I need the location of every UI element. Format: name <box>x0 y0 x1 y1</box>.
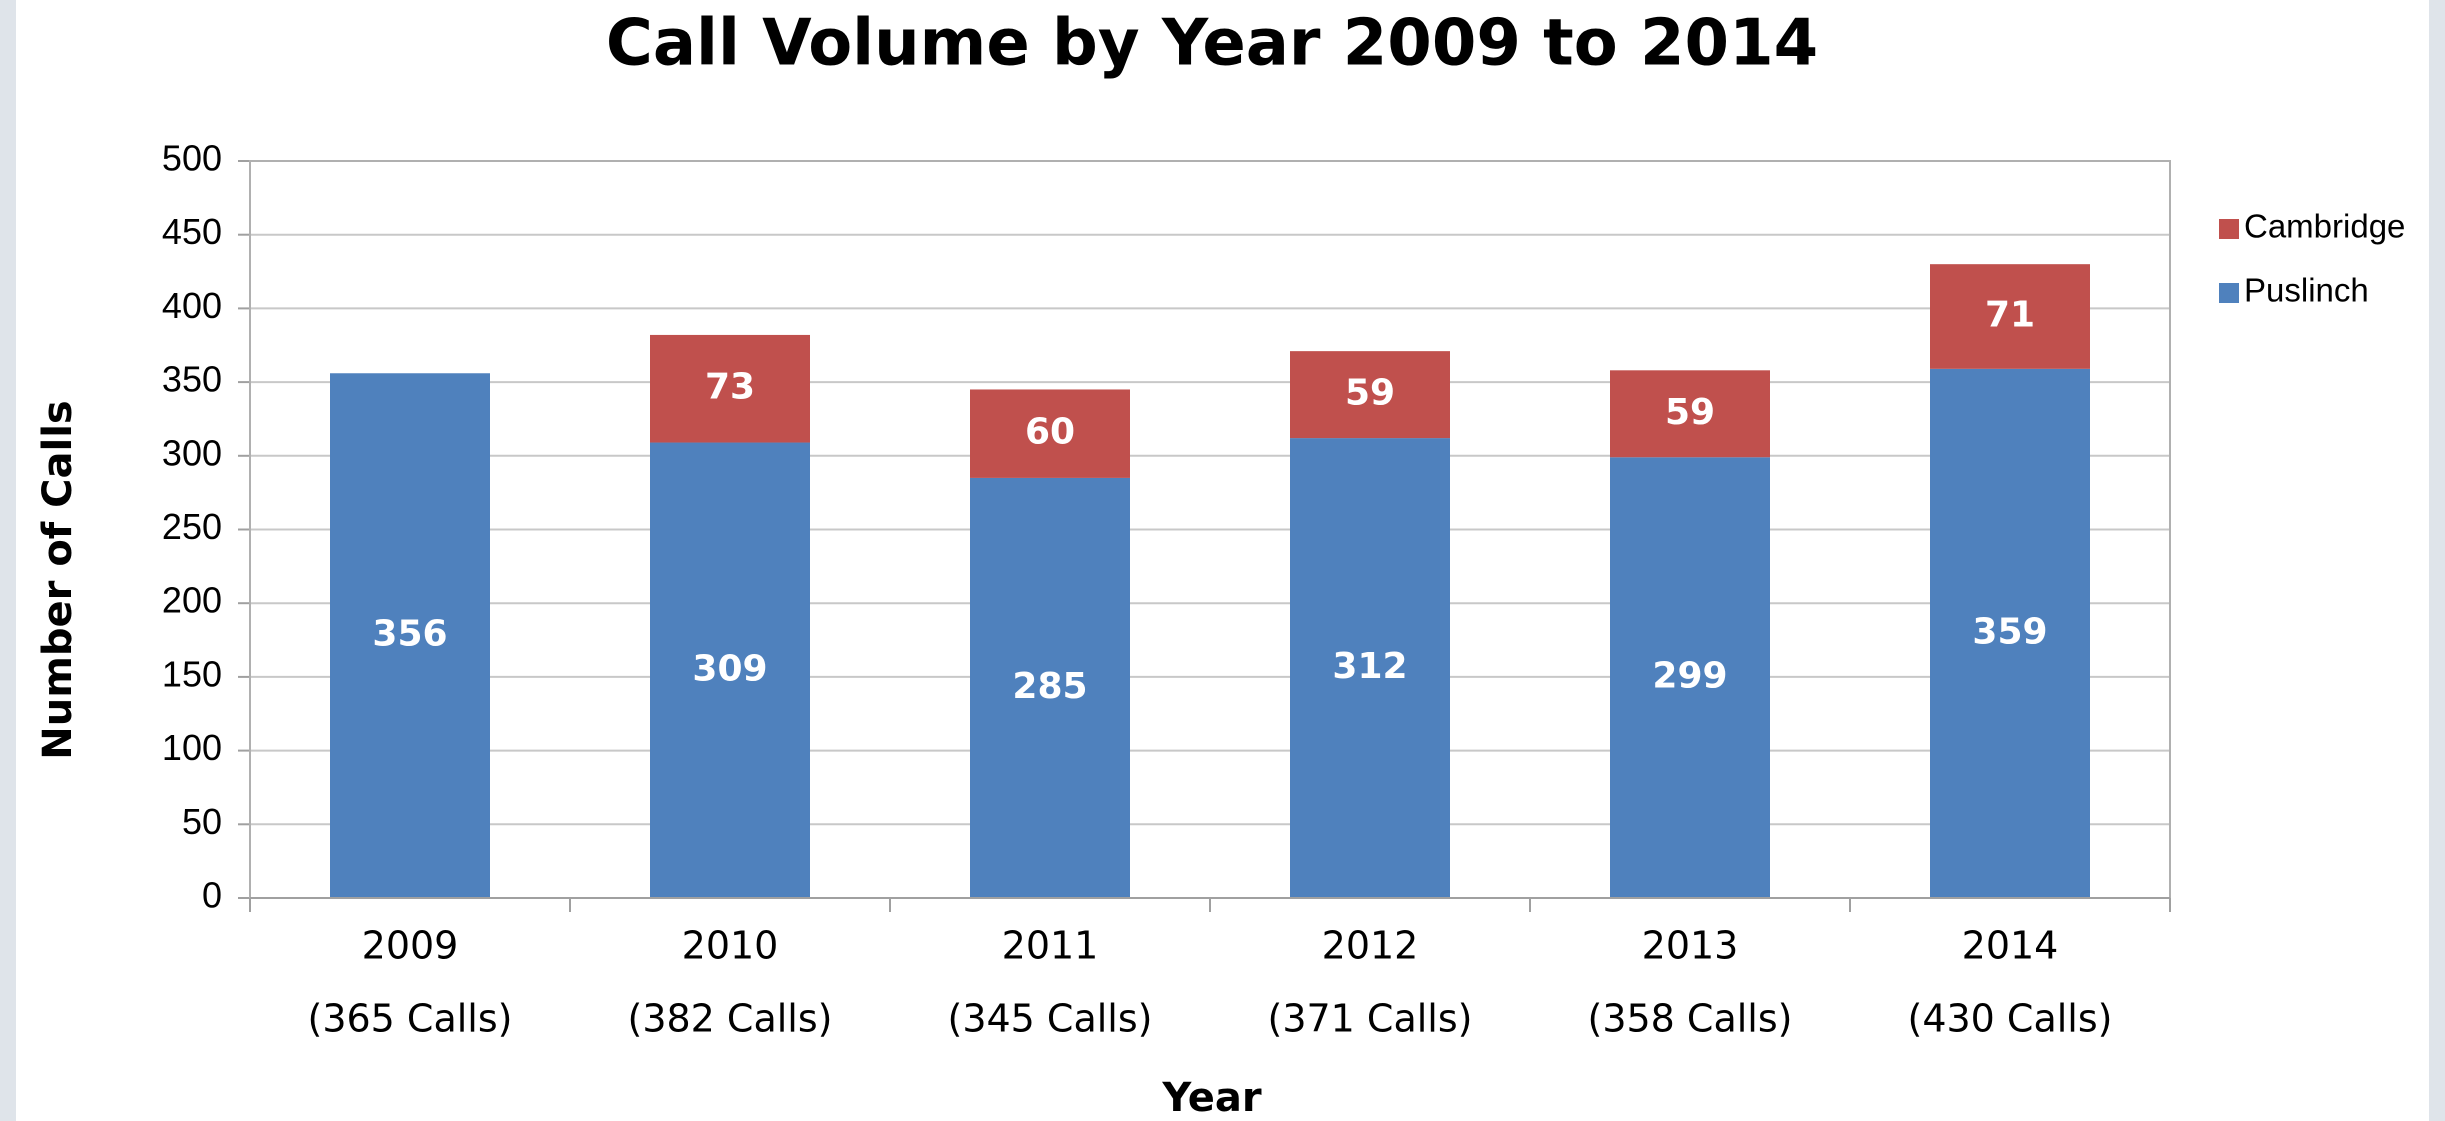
bar-segment <box>1610 370 1770 458</box>
chart-title: Call Volume by Year 2009 to 2014 <box>606 7 1818 81</box>
legend-label: Cambridge <box>2244 208 2405 245</box>
bar-segment <box>1930 368 2090 899</box>
y-tick-label: 50 <box>182 801 222 842</box>
x-tick-sublabel: (371 Calls) <box>1268 997 1473 1041</box>
x-tick-label: 2010 <box>682 924 779 968</box>
legend-label: Puslinch <box>2244 272 2369 309</box>
data-label: 309 <box>692 648 767 689</box>
x-tick-sublabel: (382 Calls) <box>628 997 833 1041</box>
y-axis-title: Number of Calls <box>35 400 81 759</box>
bar-segment <box>970 389 1130 478</box>
bar-segment <box>650 334 810 443</box>
data-label: 73 <box>705 367 755 408</box>
data-label: 59 <box>1665 392 1715 433</box>
bar-segment <box>1290 438 1450 898</box>
y-tick-label: 400 <box>162 285 222 326</box>
left-edge <box>0 0 16 1121</box>
bar-segment <box>650 442 810 898</box>
bar-segment <box>1290 351 1450 439</box>
bar-segment <box>1930 264 2090 369</box>
x-tick-label: 2014 <box>1962 924 2059 968</box>
x-tick-sublabel: (358 Calls) <box>1588 997 1793 1041</box>
data-label: 356 <box>372 614 447 655</box>
y-tick-label: 450 <box>162 211 222 252</box>
data-label: 60 <box>1025 412 1075 453</box>
y-tick-label: 250 <box>162 506 222 547</box>
x-tick-label: 2012 <box>1322 924 1419 968</box>
bar-segment <box>970 477 1130 898</box>
y-tick-label: 500 <box>162 138 222 179</box>
x-tick-label: 2013 <box>1642 924 1739 968</box>
y-tick-label: 150 <box>162 653 222 694</box>
x-axis-title: Year <box>1161 1075 1261 1121</box>
bar-segment <box>330 373 490 899</box>
x-tick-sublabel: (345 Calls) <box>948 997 1153 1041</box>
y-tick-label: 100 <box>162 727 222 768</box>
x-tick-label: 2011 <box>1002 924 1099 968</box>
y-tick-label: 300 <box>162 432 222 473</box>
data-label: 285 <box>1012 666 1087 707</box>
y-tick-label: 0 <box>202 875 222 916</box>
x-tick-label: 2009 <box>362 924 459 968</box>
bar-segment <box>1610 457 1770 898</box>
y-tick-label: 200 <box>162 580 222 621</box>
data-label: 59 <box>1345 373 1395 414</box>
data-label: 299 <box>1652 656 1727 697</box>
data-label: 71 <box>1985 295 2035 336</box>
y-tick-label: 350 <box>162 359 222 400</box>
legend-swatch <box>2219 283 2239 303</box>
legend-swatch <box>2219 219 2239 239</box>
x-tick-sublabel: (365 Calls) <box>308 997 513 1041</box>
right-edge <box>2429 0 2445 1121</box>
data-label: 359 <box>1972 611 2047 652</box>
x-tick-sublabel: (430 Calls) <box>1908 997 2113 1041</box>
data-label: 312 <box>1332 646 1407 687</box>
